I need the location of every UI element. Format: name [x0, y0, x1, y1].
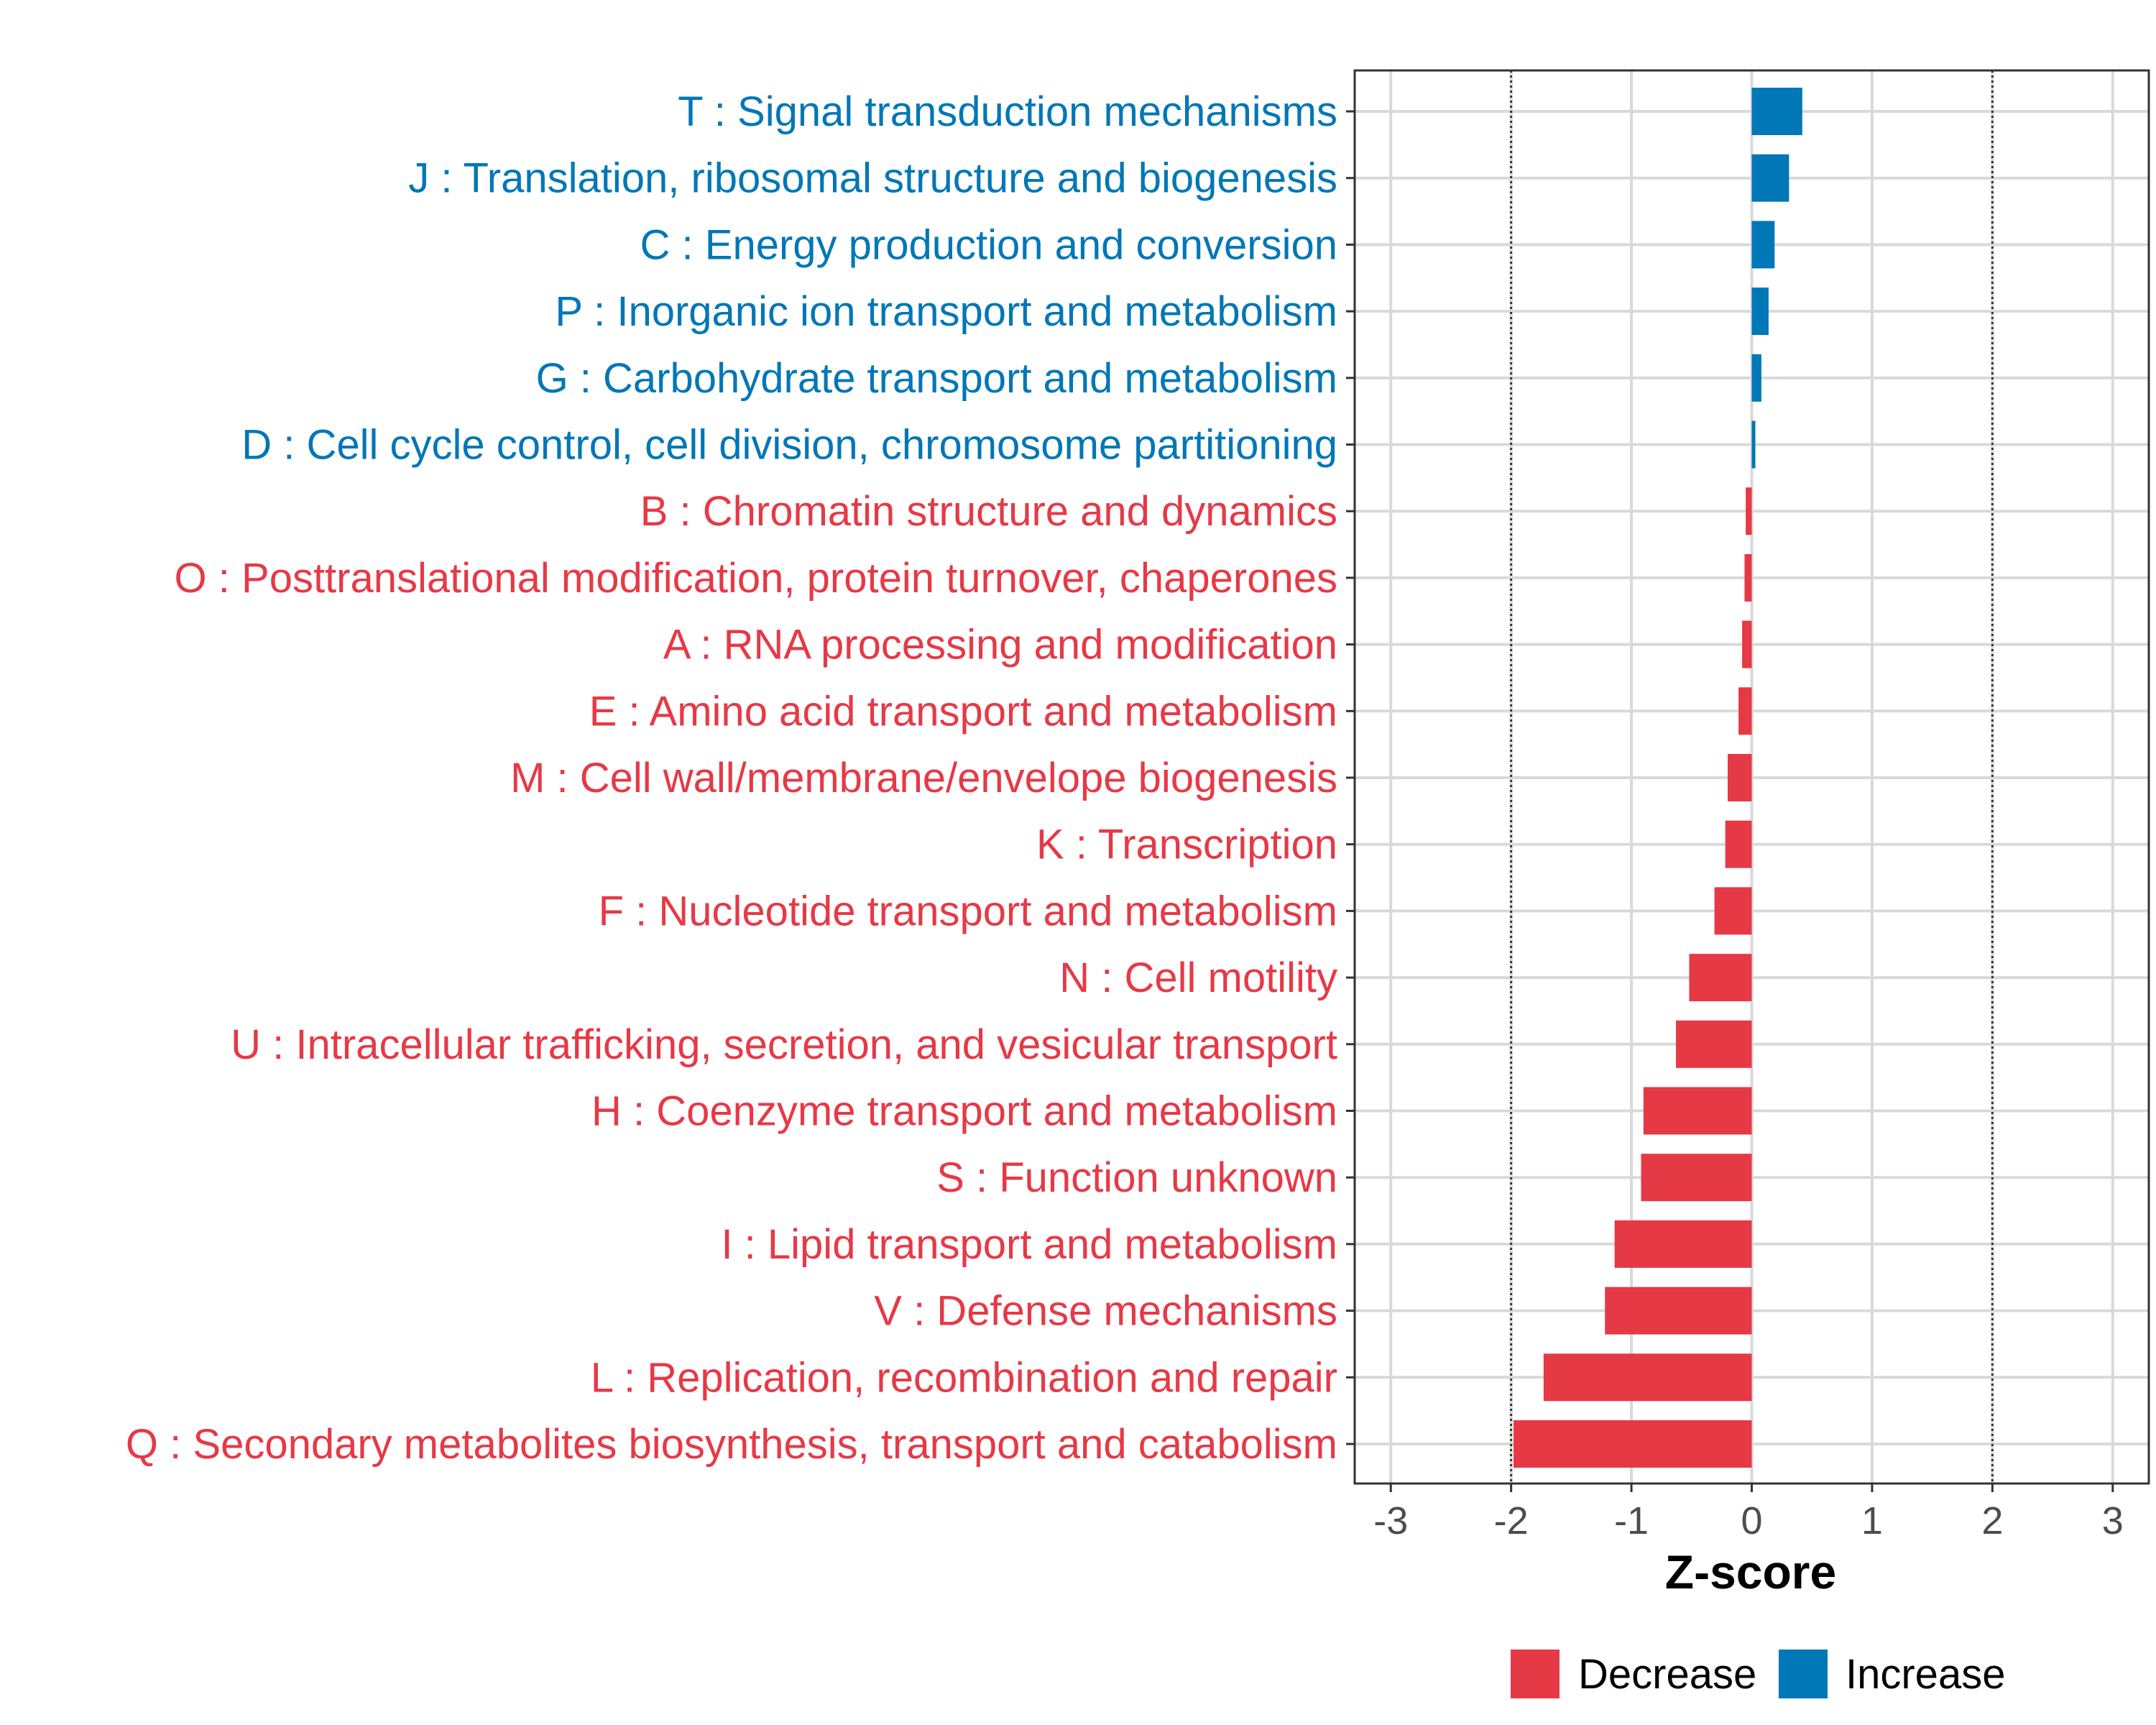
x-axis-ticks [1389, 1484, 2114, 1492]
bar-8 [1742, 620, 1752, 668]
category-label-15: H : Coenzyme transport and metabolism [591, 1088, 1337, 1135]
category-label-11: K : Transcription [1036, 822, 1337, 868]
x-tick-label-6: 3 [2102, 1499, 2124, 1542]
bar-3 [1751, 288, 1769, 336]
category-label-16: S : Function unknown [936, 1154, 1337, 1201]
reference-lines [1510, 70, 1994, 1484]
y-axis-labels: T : Signal transduction mechanisms J : Tr… [126, 88, 1337, 1468]
category-label-18: V : Defense mechanisms [874, 1288, 1337, 1335]
category-label-14: U : Intracellular trafficking, secretion… [231, 1021, 1337, 1068]
bar-17 [1614, 1220, 1752, 1268]
category-label-20: Q : Secondary metabolites biosynthesis, … [126, 1421, 1337, 1468]
category-label-3: P : Inorganic ion transport and metaboli… [555, 288, 1337, 335]
bar-1 [1751, 154, 1789, 202]
bar-6 [1746, 487, 1752, 535]
x-tick-label-0: -3 [1373, 1499, 1408, 1542]
category-label-9: E : Amino acid transport and metabolism [589, 688, 1337, 735]
bar-11 [1725, 820, 1752, 868]
x-axis-tick-labels: -3 -2 -1 0 1 2 3 [1373, 1499, 2124, 1542]
category-label-1: J : Translation, ribosomal structure and… [408, 155, 1337, 202]
bar-15 [1643, 1087, 1752, 1135]
legend-label-0: Decrease [1578, 1651, 1756, 1698]
legend-key-1 [1779, 1650, 1828, 1698]
bar-10 [1728, 754, 1752, 801]
category-label-12: F : Nucleotide transport and metabolism [599, 888, 1337, 934]
x-tick-label-3: 0 [1741, 1499, 1762, 1542]
bar-0 [1751, 88, 1802, 135]
category-label-7: O : Posttranslational modification, prot… [175, 555, 1337, 602]
bar-13 [1689, 954, 1752, 1002]
category-label-8: A : RNA processing and modification [663, 622, 1337, 668]
bar-7 [1744, 553, 1752, 602]
y-axis-ticks [1346, 110, 1355, 1445]
bar-16 [1641, 1154, 1752, 1202]
x-axis-title: Z-score [1665, 1545, 1836, 1598]
bar-12 [1714, 887, 1752, 935]
bar-9 [1738, 687, 1752, 735]
category-label-19: L : Replication, recombination and repai… [591, 1354, 1337, 1401]
category-label-13: N : Cell motility [1059, 954, 1337, 1001]
category-label-17: I : Lipid transport and metabolism [721, 1221, 1337, 1268]
x-tick-label-5: 2 [1981, 1499, 2003, 1542]
category-label-6: B : Chromatin structure and dynamics [640, 488, 1337, 535]
bar-20 [1514, 1420, 1752, 1468]
legend-key-0 [1511, 1650, 1560, 1698]
category-label-10: M : Cell wall/membrane/envelope biogenes… [510, 755, 1337, 801]
legend-label-1: Increase [1846, 1651, 2005, 1698]
category-label-4: G : Carbohydrate transport and metabolis… [536, 355, 1337, 402]
bars [1514, 88, 1802, 1468]
category-label-5: D : Cell cycle control, cell division, c… [241, 422, 1337, 469]
x-tick-label-1: -2 [1494, 1499, 1529, 1542]
bar-14 [1676, 1020, 1752, 1068]
legend: Decrease Increase [1511, 1650, 2005, 1698]
bar-19 [1543, 1353, 1752, 1402]
bar-2 [1751, 221, 1775, 269]
bar-18 [1605, 1287, 1752, 1335]
bar-4 [1751, 354, 1761, 402]
category-label-2: C : Energy production and conversion [640, 221, 1337, 268]
x-tick-label-4: 1 [1861, 1499, 1883, 1542]
category-label-0: T : Signal transduction mechanisms [678, 88, 1337, 135]
bar-5 [1751, 420, 1756, 469]
x-tick-label-2: -1 [1614, 1499, 1649, 1542]
